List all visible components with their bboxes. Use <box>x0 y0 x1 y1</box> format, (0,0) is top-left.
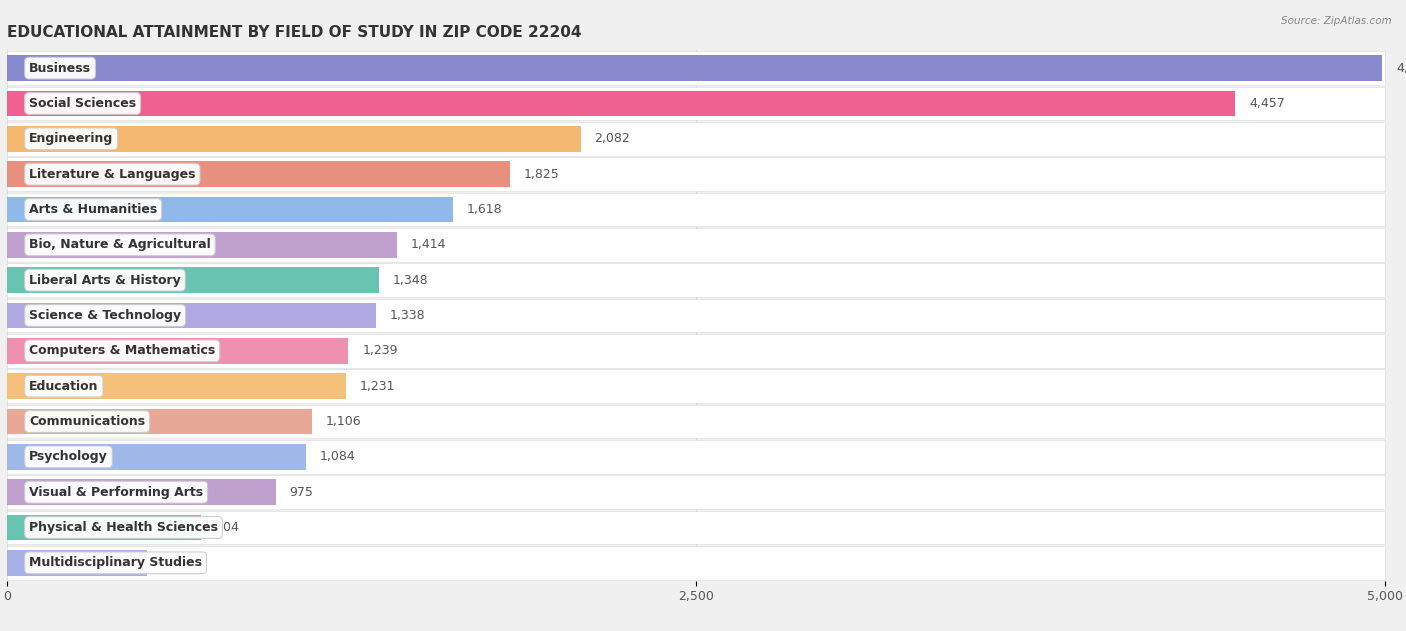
FancyBboxPatch shape <box>7 263 1385 297</box>
Text: Source: ZipAtlas.com: Source: ZipAtlas.com <box>1281 16 1392 26</box>
FancyBboxPatch shape <box>7 228 1385 262</box>
Bar <box>7 338 349 363</box>
Bar <box>7 374 346 399</box>
Bar <box>7 550 146 575</box>
Text: 1,348: 1,348 <box>392 274 427 286</box>
Bar <box>7 303 375 328</box>
Text: 1,825: 1,825 <box>524 168 560 180</box>
Text: Science & Technology: Science & Technology <box>30 309 181 322</box>
Bar <box>7 197 453 222</box>
Text: 2,082: 2,082 <box>595 133 630 145</box>
FancyBboxPatch shape <box>7 122 1385 156</box>
Text: Business: Business <box>30 62 91 74</box>
FancyBboxPatch shape <box>7 298 1385 333</box>
Text: Liberal Arts & History: Liberal Arts & History <box>30 274 181 286</box>
FancyBboxPatch shape <box>7 546 1385 580</box>
FancyBboxPatch shape <box>7 369 1385 403</box>
Bar <box>7 232 396 257</box>
Text: Computers & Mathematics: Computers & Mathematics <box>30 345 215 357</box>
Text: 4,457: 4,457 <box>1249 97 1285 110</box>
Bar <box>7 126 581 151</box>
Bar <box>7 515 201 540</box>
Bar <box>7 162 510 187</box>
FancyBboxPatch shape <box>7 86 1385 121</box>
Text: 1,618: 1,618 <box>467 203 502 216</box>
Text: 1,239: 1,239 <box>363 345 398 357</box>
Bar <box>7 56 1382 81</box>
FancyBboxPatch shape <box>7 475 1385 509</box>
Text: Arts & Humanities: Arts & Humanities <box>30 203 157 216</box>
FancyBboxPatch shape <box>7 334 1385 368</box>
Text: Multidisciplinary Studies: Multidisciplinary Studies <box>30 557 202 569</box>
Text: 975: 975 <box>290 486 314 498</box>
Bar <box>7 409 312 434</box>
Bar <box>7 480 276 505</box>
FancyBboxPatch shape <box>7 51 1385 85</box>
Text: 1,414: 1,414 <box>411 239 446 251</box>
Text: Engineering: Engineering <box>30 133 114 145</box>
Text: 507: 507 <box>160 557 184 569</box>
Text: Bio, Nature & Agricultural: Bio, Nature & Agricultural <box>30 239 211 251</box>
Text: 1,338: 1,338 <box>389 309 425 322</box>
Text: Literature & Languages: Literature & Languages <box>30 168 195 180</box>
Text: Visual & Performing Arts: Visual & Performing Arts <box>30 486 204 498</box>
Text: Social Sciences: Social Sciences <box>30 97 136 110</box>
Text: EDUCATIONAL ATTAINMENT BY FIELD OF STUDY IN ZIP CODE 22204: EDUCATIONAL ATTAINMENT BY FIELD OF STUDY… <box>7 25 582 40</box>
Text: Communications: Communications <box>30 415 145 428</box>
Text: 1,106: 1,106 <box>326 415 361 428</box>
Text: Psychology: Psychology <box>30 451 108 463</box>
FancyBboxPatch shape <box>7 510 1385 545</box>
Bar <box>7 268 378 293</box>
Text: 1,231: 1,231 <box>360 380 395 392</box>
Text: 4,990: 4,990 <box>1396 62 1406 74</box>
Text: 704: 704 <box>215 521 239 534</box>
FancyBboxPatch shape <box>7 157 1385 191</box>
FancyBboxPatch shape <box>7 192 1385 227</box>
Bar <box>7 91 1236 116</box>
Text: 1,084: 1,084 <box>319 451 356 463</box>
Text: Physical & Health Sciences: Physical & Health Sciences <box>30 521 218 534</box>
FancyBboxPatch shape <box>7 440 1385 474</box>
Text: Education: Education <box>30 380 98 392</box>
Bar <box>7 444 305 469</box>
FancyBboxPatch shape <box>7 404 1385 439</box>
